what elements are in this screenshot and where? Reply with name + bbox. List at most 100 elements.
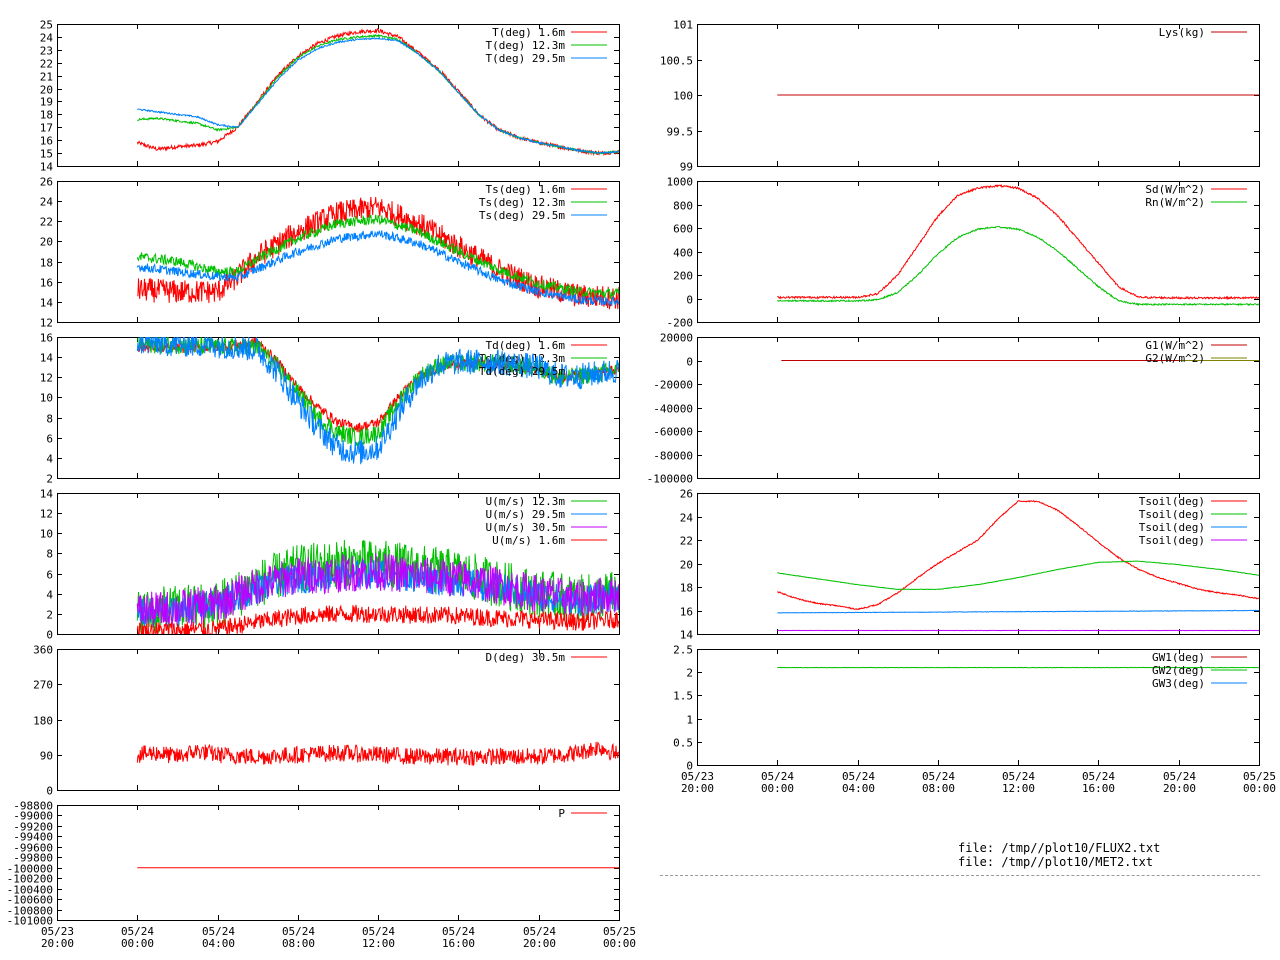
y-tick-label: 101 (673, 19, 693, 32)
legend-label: Tsoil(deg) (1139, 521, 1205, 534)
y-tick-label: 99.5 (667, 126, 694, 139)
y-tick-label: 0 (686, 356, 693, 369)
y-tick-label: 200 (673, 270, 693, 283)
file-label-met: file: /tmp//plot10/MET2.txt (958, 855, 1154, 869)
legend-label: Ts(deg) 29.5m (479, 209, 565, 222)
y-tick-label: 1.5 (673, 690, 693, 703)
legend-label: GW1(deg) (1152, 651, 1205, 664)
y-tick-label: 25 (40, 19, 53, 32)
y-tick-label: 10 (40, 528, 53, 541)
x-tick-time: 04:00 (202, 937, 235, 950)
y-tick-label: -100800 (7, 905, 53, 918)
legend-label: Lys(kg) (1159, 26, 1205, 39)
y-tick-label: 18 (680, 582, 693, 595)
chart-pressure: -101000-100800-100600-100400-100200-1000… (7, 800, 636, 951)
legend-label: T(deg) 1.6m (492, 26, 565, 39)
y-tick-label: 1000 (667, 176, 694, 189)
x-tick-time: 16:00 (442, 937, 475, 950)
x-tick-date: 05/24 (922, 770, 955, 783)
y-tick-label: 360 (33, 644, 53, 657)
y-tick-label: 22 (680, 535, 693, 548)
y-tick-label: 1 (686, 714, 693, 727)
y-tick-label: 18 (40, 109, 53, 122)
y-tick-label: 22 (40, 216, 53, 229)
y-tick-label: -99000 (13, 810, 53, 823)
y-tick-label: -101000 (7, 915, 53, 928)
y-tick-label: -100600 (7, 894, 53, 907)
y-tick-label: 20 (680, 559, 693, 572)
y-tick-label: 12 (40, 317, 53, 330)
x-tick-date: 05/24 (1082, 770, 1115, 783)
x-tick-date: 05/24 (523, 925, 556, 938)
legend-label: U(m/s) 12.3m (486, 495, 566, 508)
y-tick-label: 16 (680, 606, 693, 619)
series-line (136, 230, 619, 307)
y-tick-label: 21 (40, 71, 53, 84)
x-tick-time: 08:00 (922, 782, 955, 795)
y-tick-label: -99800 (13, 852, 53, 865)
y-tick-label: 20000 (660, 332, 693, 345)
y-tick-label: 16 (40, 332, 53, 345)
file-info: file: /tmp//plot10/FLUX2.txt file: /tmp//… (958, 841, 1160, 869)
y-tick-label: 180 (33, 715, 53, 728)
y-tick-label: 20 (40, 84, 53, 97)
legend-label: G1(W/m^2) (1145, 339, 1205, 352)
x-tick-date: 05/23 (41, 925, 74, 938)
legend-label: GW2(deg) (1152, 664, 1205, 677)
y-tick-label: 600 (673, 223, 693, 236)
series-line (136, 553, 619, 629)
y-tick-label: -60000 (653, 426, 693, 439)
legend-label: Rn(W/m^2) (1145, 196, 1205, 209)
y-tick-label: 0.5 (673, 737, 693, 750)
x-tick-date: 05/24 (202, 925, 235, 938)
y-tick-label: 6 (46, 569, 53, 582)
x-tick-date: 05/24 (442, 925, 475, 938)
y-tick-label: 12 (40, 508, 53, 521)
x-tick-date: 05/24 (761, 770, 794, 783)
x-tick-time: 20:00 (681, 782, 714, 795)
y-tick-label: -80000 (653, 450, 693, 463)
y-tick-label: 2 (46, 473, 53, 486)
y-tick-label: -98800 (13, 800, 53, 813)
y-tick-label: 24 (40, 196, 54, 209)
legend-label: G2(W/m^2) (1145, 352, 1205, 365)
divider-line (660, 875, 1260, 876)
legend-label: T(deg) 29.5m (486, 52, 566, 65)
y-tick-label: 4 (46, 589, 53, 602)
x-tick-date: 05/24 (282, 925, 315, 938)
legend-label: U(m/s) 1.6m (492, 534, 565, 547)
y-tick-label: 14 (680, 629, 694, 642)
y-tick-label: 26 (40, 176, 53, 189)
x-tick-time: 00:00 (603, 937, 636, 950)
y-tick-label: 100 (673, 90, 693, 103)
y-tick-label: -99200 (13, 821, 53, 834)
legend-label: D(deg) 30.5m (486, 651, 566, 664)
x-tick-time: 12:00 (362, 937, 395, 950)
legend-label: Td(deg) 29.5m (479, 365, 565, 378)
series-line (777, 560, 1259, 591)
file-label-flux: file: /tmp//plot10/FLUX2.txt (958, 841, 1161, 855)
y-tick-label: 20 (40, 236, 53, 249)
plot-frame (57, 649, 620, 791)
y-tick-label: 14 (40, 352, 54, 365)
x-tick-date: 05/23 (681, 770, 714, 783)
x-tick-time: 16:00 (1082, 782, 1115, 795)
y-tick-label: -99600 (13, 842, 53, 855)
legend-label: U(m/s) 29.5m (486, 508, 566, 521)
y-tick-label: 800 (673, 200, 693, 213)
chart-lys: 99 99.5 100 100.5 101 Lys(kg) (660, 19, 1260, 174)
legend-label: Td(deg) 1.6m (486, 339, 566, 352)
y-tick-label: 8 (46, 548, 53, 561)
y-tick-label: 14 (40, 161, 54, 174)
y-tick-label: 2.5 (673, 644, 693, 657)
y-tick-label: 22 (40, 58, 53, 71)
y-tick-label: -100200 (7, 873, 53, 886)
y-tick-label: 23 (40, 45, 53, 58)
series-line (136, 337, 619, 465)
x-tick-time: 20:00 (41, 937, 74, 950)
series-line (136, 604, 619, 634)
